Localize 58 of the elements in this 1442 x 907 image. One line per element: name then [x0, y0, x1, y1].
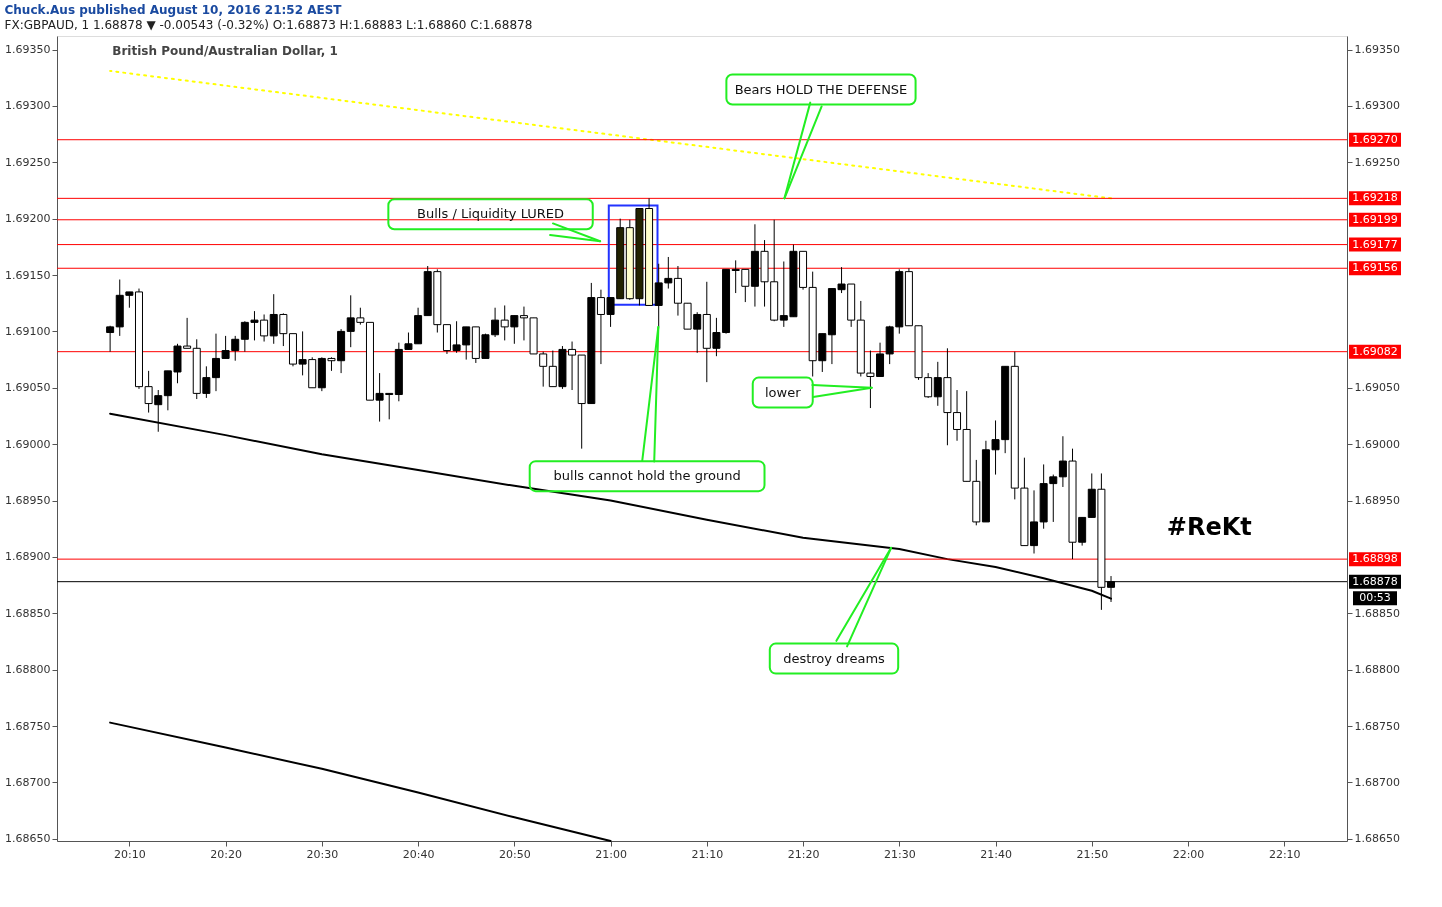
annotation: bulls cannot hold the ground: [553, 468, 741, 484]
y-tick-label: 1.69250: [5, 155, 51, 169]
y-tick-label: 1.68800: [5, 663, 51, 677]
candlestick: [106, 325, 115, 353]
y2-tick-label: 1.68700: [1354, 775, 1400, 789]
annotation: Bears HOLD THE DEFENSE: [734, 81, 908, 97]
annotation: Bulls / Liquidity LURED: [417, 206, 565, 222]
y2-tick-label: 1.69300: [1354, 99, 1400, 113]
text: 00:53: [1359, 591, 1391, 605]
x-tick-label: 20:40: [402, 847, 435, 861]
x-tick-label: 20:30: [306, 847, 339, 861]
ref-line-label: 1.69082: [1352, 344, 1398, 358]
ref-line-label: 1.69199: [1352, 212, 1398, 226]
y2-tick-label: 1.69350: [1354, 43, 1400, 57]
ref-line-label: 1.69156: [1352, 261, 1398, 275]
ref-line-label: 1.68878: [1352, 574, 1398, 588]
y-tick-label: 1.68750: [5, 719, 51, 733]
y2-tick-label: 1.69250: [1354, 155, 1400, 169]
chart-subtitle: FX:GBPAUD, 1 1.68878 ▼ -0.00543 (-0.32%) O:1.68873 H:1.68883 L:1.68860 C:1.68878: [4, 18, 533, 32]
annotation: destroy dreams: [783, 650, 886, 666]
x-tick-label: 21:20: [787, 847, 820, 861]
x-tick-label: 22:10: [1268, 847, 1301, 861]
x-tick-label: 20:50: [498, 847, 531, 861]
y2-tick-label: 1.68650: [1354, 832, 1400, 846]
y-tick-label: 1.69050: [5, 381, 51, 395]
y2-tick-label: 1.69000: [1354, 437, 1400, 451]
y2-tick-label: 1.68800: [1354, 663, 1400, 677]
y-tick-label: 1.68700: [5, 775, 51, 789]
y2-tick-label: 1.68850: [1354, 606, 1400, 620]
y2-tick-label: 1.69050: [1354, 381, 1400, 395]
x-tick-label: 20:10: [114, 847, 146, 861]
ref-line-label: 1.69177: [1352, 237, 1398, 251]
x-tick-label: 21:00: [595, 847, 627, 861]
ref-line-label: 1.68898: [1352, 552, 1398, 566]
annotation: #ReKt: [1166, 513, 1252, 542]
annotation: lower: [764, 384, 802, 400]
y-tick-label: 1.69350: [5, 43, 51, 57]
y-tick-label: 1.69300: [5, 99, 51, 113]
ref-line-label: 1.69270: [1352, 132, 1398, 146]
x-tick-label: 21:10: [691, 847, 724, 861]
x-tick-label: 21:30: [883, 847, 916, 861]
y-tick-label: 1.68950: [5, 494, 51, 508]
y2-tick-label: 1.68750: [1354, 719, 1400, 733]
x-tick-label: 21:50: [1076, 847, 1109, 861]
y-tick-label: 1.69100: [5, 324, 51, 338]
ref-line-label: 1.69218: [1352, 191, 1398, 205]
chart-title: Chuck.Aus published August 10, 2016 21:52 AEST: [4, 3, 343, 17]
y-tick-label: 1.69150: [5, 268, 51, 282]
x-tick-label: 21:40: [980, 847, 1012, 861]
y-tick-label: 1.68850: [5, 606, 51, 620]
y-tick-label: 1.69000: [5, 437, 51, 451]
y2-tick-label: 1.68950: [1354, 494, 1400, 508]
y-tick-label: 1.69200: [5, 212, 51, 226]
x-tick-label: 22:00: [1172, 847, 1205, 861]
x-tick-label: 20:20: [210, 847, 242, 861]
y-tick-label: 1.68650: [5, 832, 51, 846]
annotation: British Pound/Australian Dollar, 1: [112, 44, 338, 59]
y-tick-label: 1.68900: [5, 550, 51, 564]
